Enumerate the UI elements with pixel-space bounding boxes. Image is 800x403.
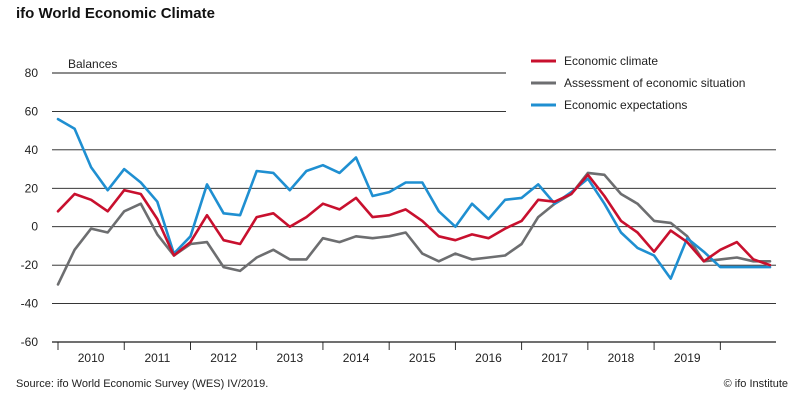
- y-tick-label: 20: [25, 181, 39, 195]
- y-axis-label: Balances: [68, 57, 117, 71]
- x-tick-label: 2012: [210, 351, 237, 365]
- x-tick-labels: 2010 2011 2012 2013 2014 2015 2016 2017 2018 2019: [57, 342, 721, 365]
- x-tick-label: 2013: [276, 351, 303, 365]
- chart-title: ifo World Economic Climate: [16, 5, 215, 22]
- x-tick-label: 2018: [608, 351, 635, 365]
- legend-label: Economic expectations: [564, 98, 687, 112]
- x-tick-label: 2016: [475, 351, 502, 365]
- x-tick-label: 2011: [144, 351, 170, 365]
- y-tick-label: -40: [21, 297, 39, 311]
- legend-label: Assessment of economic situation: [564, 76, 745, 90]
- x-tick-label: 2017: [541, 351, 568, 365]
- y-tick-label: -60: [21, 335, 39, 349]
- y-tick-label: 80: [25, 66, 39, 80]
- footer-source: Source: ifo World Economic Survey (WES) …: [16, 378, 269, 390]
- legend: Economic climate Assessment of economic s…: [506, 42, 796, 118]
- series-line-economic-climate: [56, 173, 772, 267]
- series-lines: [56, 117, 772, 286]
- x-tick-label: 2015: [409, 351, 436, 365]
- grid-group: [52, 72, 776, 343]
- footer-credit: © ifo Institute: [723, 378, 788, 390]
- y-tick-label: -20: [21, 258, 39, 272]
- legend-label: Economic climate: [564, 54, 658, 68]
- y-tick-label: 40: [25, 143, 39, 157]
- x-tick-label: 2010: [78, 351, 105, 365]
- series-line-economic-expectations: [56, 117, 772, 280]
- y-tick-labels: 80 60 40 20 0 -20 -40 -60: [21, 66, 39, 349]
- x-tick-label: 2014: [343, 351, 370, 365]
- y-tick-label: 0: [31, 220, 38, 234]
- x-tick-label: 2019: [674, 351, 701, 365]
- y-tick-label: 60: [25, 104, 39, 118]
